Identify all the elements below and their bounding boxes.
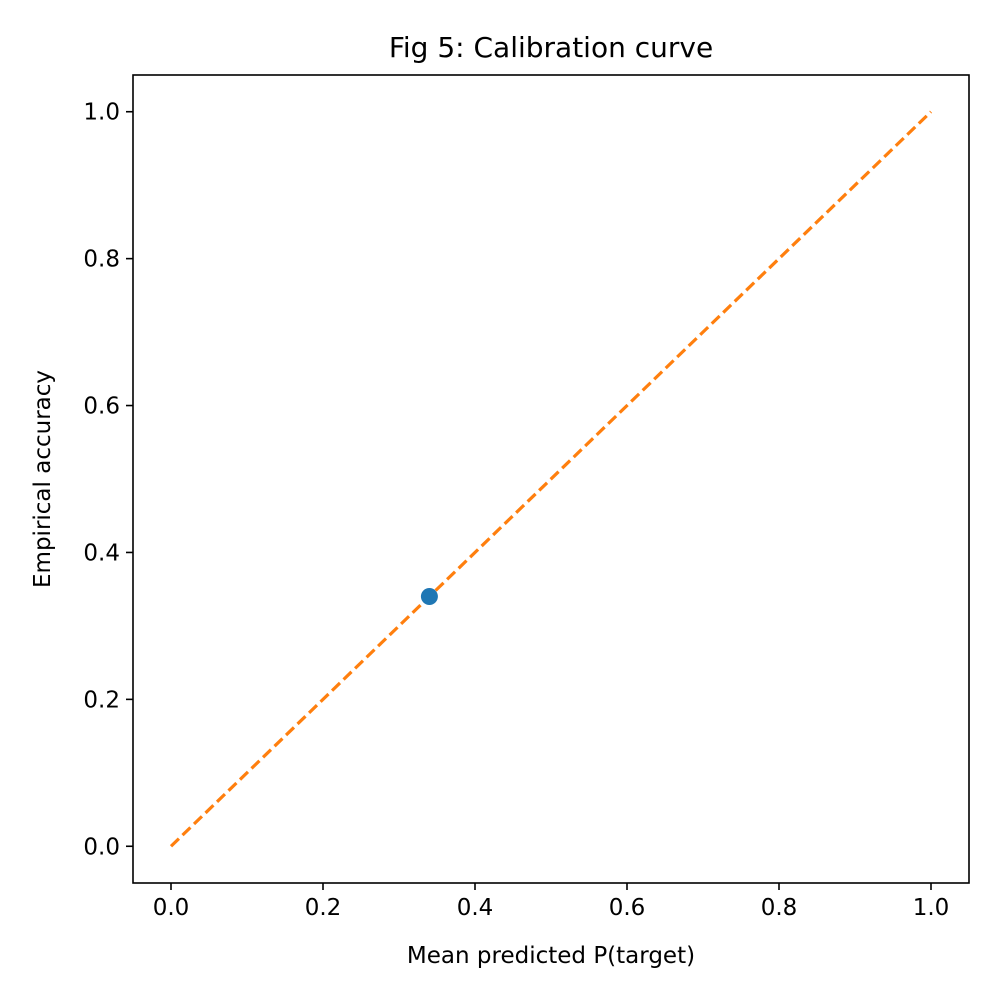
x-tick-label: 0.4 (457, 895, 494, 921)
y-tick-label: 0.6 (83, 394, 120, 420)
y-axis-ticks: 0.0 0.2 0.4 0.6 0.8 1.0 (83, 100, 133, 860)
x-axis-ticks: 0.0 0.2 0.4 0.6 0.8 1.0 (153, 883, 950, 921)
y-tick-label: 0.0 (83, 834, 120, 860)
scatter-point (420, 588, 438, 606)
x-axis-label: Mean predicted P(target) (407, 943, 695, 969)
series-layer (169, 110, 933, 848)
y-tick-label: 0.4 (83, 540, 120, 566)
x-tick-label: 0.2 (305, 895, 342, 921)
x-tick-label: 0.0 (153, 895, 190, 921)
y-tick-label: 1.0 (83, 100, 120, 126)
reference-line (169, 110, 933, 848)
y-tick-label: 0.8 (83, 247, 120, 273)
y-axis-label: Empirical accuracy (30, 370, 56, 588)
chart-title: Fig 5: Calibration curve (389, 31, 713, 64)
y-tick-label: 0.2 (83, 687, 120, 713)
plot-area: 0.0 0.2 0.4 0.6 0.8 1.0 0.0 0.2 0.4 0.6 0.8 1.0 (83, 74, 970, 921)
x-tick-label: 0.8 (761, 895, 798, 921)
plot-frame (132, 74, 970, 884)
x-tick-label: 1.0 (913, 895, 950, 921)
x-tick-label: 0.6 (609, 895, 646, 921)
